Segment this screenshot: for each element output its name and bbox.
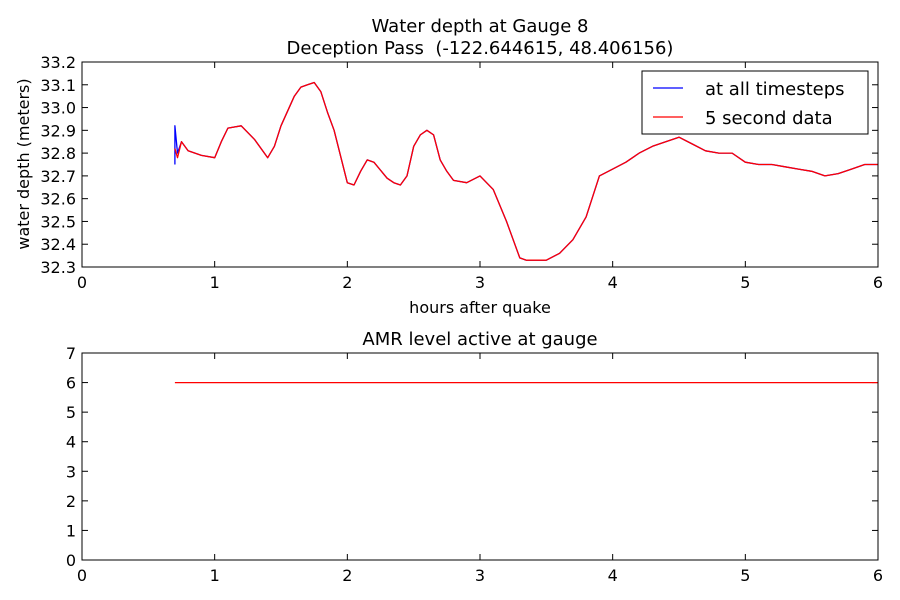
amr-y-tick-label: 5: [66, 403, 76, 422]
depth-x-tick-label: 1: [210, 273, 220, 292]
amr-y-tick-label: 4: [66, 433, 76, 452]
depth-y-tick-label: 32.6: [40, 190, 76, 209]
depth-x-tick-label: 6: [873, 273, 883, 292]
depth-x-tick-label: 4: [608, 273, 618, 292]
amr-x-tick-label: 0: [77, 566, 87, 585]
amr-y-tick-label: 0: [66, 551, 76, 570]
depth-y-tick-label: 33.1: [40, 76, 76, 95]
depth-chart: Water depth at Gauge 8 Deception Pass (-…: [14, 16, 883, 317]
depth-series-5-second-data: [174, 81, 878, 261]
depth-chart-x-label: hours after quake: [409, 298, 551, 317]
amr-x-tick-label: 6: [873, 566, 883, 585]
depth-x-tick-label: 3: [475, 273, 485, 292]
amr-x-tick-label: 5: [740, 566, 750, 585]
depth-x-tick-label: 5: [740, 273, 750, 292]
depth-chart-title: Water depth at Gauge 8: [372, 16, 589, 37]
depth-y-tick-label: 32.4: [40, 235, 76, 254]
depth-y-tick-label: 32.8: [40, 144, 76, 163]
depth-y-tick-label: 33.0: [40, 99, 76, 118]
depth-y-tick-label: 32.7: [40, 167, 76, 186]
legend-box: [641, 70, 869, 135]
legend-label-5-second-data: 5 second data: [705, 108, 833, 129]
depth-chart-legend: at all timesteps 5 second data: [641, 70, 869, 135]
amr-chart-title: AMR level active at gauge: [362, 329, 597, 350]
amr-x-tick-label: 1: [210, 566, 220, 585]
depth-y-tick-label: 32.5: [40, 212, 76, 231]
depth-chart-y-label: water depth (meters): [14, 78, 33, 249]
amr-y-tick-label: 2: [66, 492, 76, 511]
amr-chart: AMR level active at gauge 0 1 2 3 4 5 6 0 1 2 3 4 5 6…: [66, 329, 883, 585]
depth-y-tick-label: 33.2: [40, 53, 76, 72]
amr-x-tick-label: 4: [608, 566, 618, 585]
depth-chart-plot-frame: [81, 61, 879, 268]
depth-x-tick-label: 0: [77, 273, 87, 292]
amr-x-tick-label: 2: [342, 566, 352, 585]
amr-y-tick-label: 1: [66, 521, 76, 540]
amr-y-tick-label: 3: [66, 462, 76, 481]
amr-chart-plot-frame: [81, 352, 879, 561]
amr-y-tick-label: 7: [66, 344, 76, 363]
depth-y-tick-label: 32.3: [40, 258, 76, 277]
depth-chart-tick-labels: 0 1 2 3 4 5 6 32.3 32.4 32.5 32.6 32.7 32.8 32.9 33.0 3…: [40, 53, 883, 292]
depth-chart-series: [174, 81, 878, 261]
depth-chart-subtitle: Deception Pass (-122.644615, 48.406156): [287, 38, 674, 59]
amr-chart-tick-labels: 0 1 2 3 4 5 6 0 1 2 3 4 5 6 7: [66, 344, 883, 585]
legend-label-all-timesteps: at all timesteps: [705, 79, 845, 100]
amr-x-tick-label: 3: [475, 566, 485, 585]
depth-y-tick-label: 32.9: [40, 121, 76, 140]
depth-x-tick-label: 2: [342, 273, 352, 292]
amr-chart-axis-ticks: [81, 352, 879, 561]
amr-y-tick-label: 6: [66, 374, 76, 393]
